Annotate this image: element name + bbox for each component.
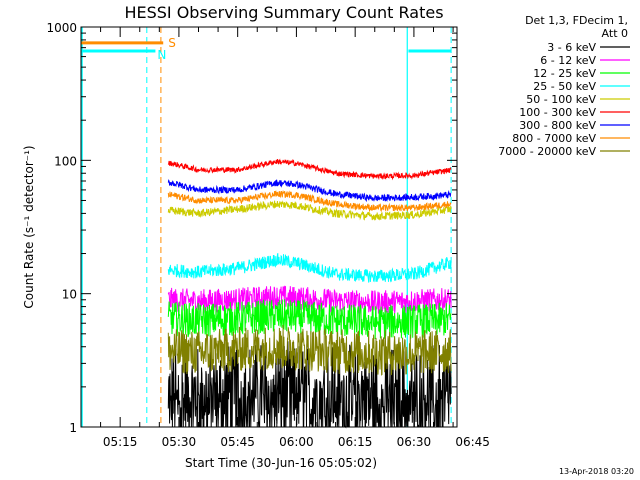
chart-title: HESSI Observing Summary Count Rates — [124, 3, 443, 22]
legend-label: 50 - 100 keV — [526, 93, 596, 106]
x-tick-label: 06:45 — [455, 435, 490, 449]
y-axis-ticks: 1 10 100 1000 — [46, 21, 457, 435]
legend-header-line-1: Det 1,3, FDecim 1, — [525, 14, 628, 27]
night-label: N — [157, 48, 166, 62]
y-tick-label: 10 — [62, 288, 77, 302]
y-tick-label: 1000 — [46, 21, 77, 35]
footer-timestamp: 13-Apr-2018 03:20 — [559, 467, 634, 476]
plot-frame — [80, 26, 458, 428]
saa-label: S — [168, 36, 176, 50]
series-line-2 — [167, 285, 452, 315]
series-line-6 — [167, 158, 452, 181]
y-axis-label: Count Rate (s⁻¹ detector⁻¹) — [22, 145, 36, 308]
series-line-4 — [167, 253, 452, 283]
legend-header-line-2: Att 0 — [602, 27, 628, 40]
x-tick-label: 05:30 — [162, 435, 197, 449]
x-tick-label: 06:30 — [397, 435, 432, 449]
x-tick-label: 05:45 — [220, 435, 255, 449]
x-tick-label: 06:00 — [279, 435, 314, 449]
x-tick-label: 06:15 — [338, 435, 373, 449]
x-axis-label: Start Time (30-Jun-16 05:05:02) — [185, 456, 377, 470]
series-line-9 — [167, 324, 452, 376]
legend-label: 7000 - 20000 keV — [498, 145, 596, 158]
series-line-3 — [167, 299, 452, 340]
series-line-7 — [167, 179, 452, 203]
annotation-layer: SN — [81, 36, 452, 62]
legend-label: 100 - 300 keV — [519, 106, 596, 119]
series-line-5 — [167, 200, 452, 221]
legend-label: 800 - 7000 keV — [512, 132, 596, 145]
legend-label: 12 - 25 keV — [533, 67, 596, 80]
y-tick-label: 1 — [69, 421, 77, 435]
y-tick-label: 100 — [54, 154, 77, 168]
legend-label: 6 - 12 keV — [540, 54, 596, 67]
x-axis-ticks: 05:15 05:30 05:45 06:00 06:15 06:30 06:45 — [100, 27, 490, 449]
x-tick-label: 05:15 — [103, 435, 138, 449]
series-layer — [167, 158, 452, 429]
legend-label: 300 - 800 keV — [519, 119, 596, 132]
series-line-8 — [167, 189, 452, 213]
legend-label: 3 - 6 keV — [547, 41, 596, 54]
legend-label: 25 - 50 keV — [533, 80, 596, 93]
